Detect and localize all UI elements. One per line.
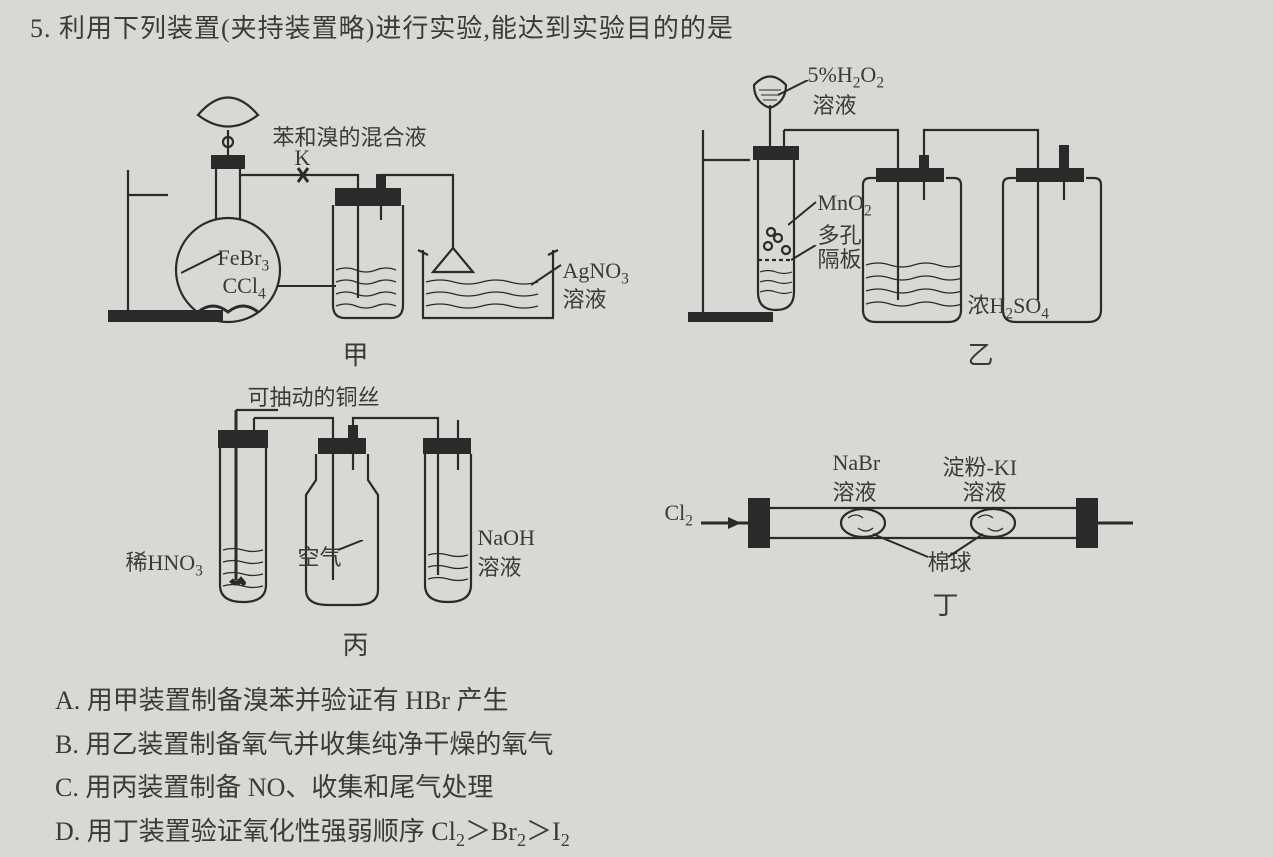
- pointer-agno3: [531, 260, 571, 290]
- caption-yi: 乙: [968, 335, 994, 372]
- label-nabr-sol: 溶液: [833, 475, 877, 507]
- diagram-yi-svg: [658, 60, 1198, 360]
- option-b: B. 用乙装置制备氧气并收集纯净干燥的氧气: [55, 724, 570, 766]
- option-a: A. 用甲装置制备溴苯并验证有 HBr 产生: [55, 680, 570, 722]
- label-h2o2-sol: 溶液: [813, 88, 857, 120]
- diagram-row-1: 苯和溴的混合液 K FeBr3 CCl4 AgNO3 溶液 甲: [60, 60, 1210, 370]
- diagram-ding: Cl2 NaBr 溶液 淀粉-KI 溶液 棉球 丁: [653, 380, 1193, 660]
- option-d: D. 用丁装置验证氧化性强弱顺序 Cl2＞Br2＞I2: [55, 811, 570, 855]
- diagram-bing-svg: [78, 380, 618, 640]
- question-number: 5.: [30, 14, 52, 43]
- label-h2so4: 浓H2SO4: [968, 288, 1049, 323]
- diagram-row-2: 可抽动的铜丝 稀HNO3 空气 NaOH 溶液 丙: [60, 380, 1210, 660]
- diagram-bing: 可抽动的铜丝 稀HNO3 空气 NaOH 溶液 丙: [78, 380, 618, 660]
- pointer-h2o2: [778, 80, 818, 110]
- question-text: 利用下列装置(夹持装置略)进行实验,能达到实验目的的是: [59, 14, 734, 43]
- pointer-air: [338, 540, 378, 560]
- caption-ding: 丁: [933, 585, 959, 622]
- caption-bing: 丙: [343, 625, 369, 662]
- pointer-ccl4: [278, 278, 358, 298]
- label-naoh: NaOH: [478, 525, 535, 551]
- label-naoh-sol: 溶液: [478, 550, 522, 582]
- diagram-ding-svg: [653, 380, 1193, 620]
- pointer-cotton: [863, 532, 983, 562]
- label-k: K: [295, 145, 311, 171]
- label-ki-sol: 溶液: [963, 475, 1007, 507]
- diagram-jia: 苯和溴的混合液 K FeBr3 CCl4 AgNO3 溶液 甲: [73, 60, 633, 370]
- caption-jia: 甲: [343, 335, 369, 372]
- label-nabr: NaBr: [833, 450, 881, 476]
- label-cu: 可抽动的铜丝: [248, 380, 380, 412]
- label-cl2: Cl2: [665, 500, 694, 530]
- options-list: A. 用甲装置制备溴苯并验证有 HBr 产生 B. 用乙装置制备氧气并收集纯净干…: [55, 680, 570, 857]
- option-c: C. 用丙装置制备 NO、收集和尾气处理: [55, 767, 570, 809]
- question-stem: 5. 利用下列装置(夹持装置略)进行实验,能达到实验目的的是: [30, 8, 734, 45]
- label-ccl4: CCl4: [223, 273, 266, 303]
- label-hno3: 稀HNO3: [126, 545, 203, 580]
- label-air: 空气: [298, 540, 342, 572]
- pointer-porous: [791, 245, 826, 265]
- diagram-yi: 5%H2O2 溶液 MnO2 多孔 隔板 浓H2SO4 乙: [658, 60, 1198, 370]
- diagram-jia-svg: [73, 60, 633, 360]
